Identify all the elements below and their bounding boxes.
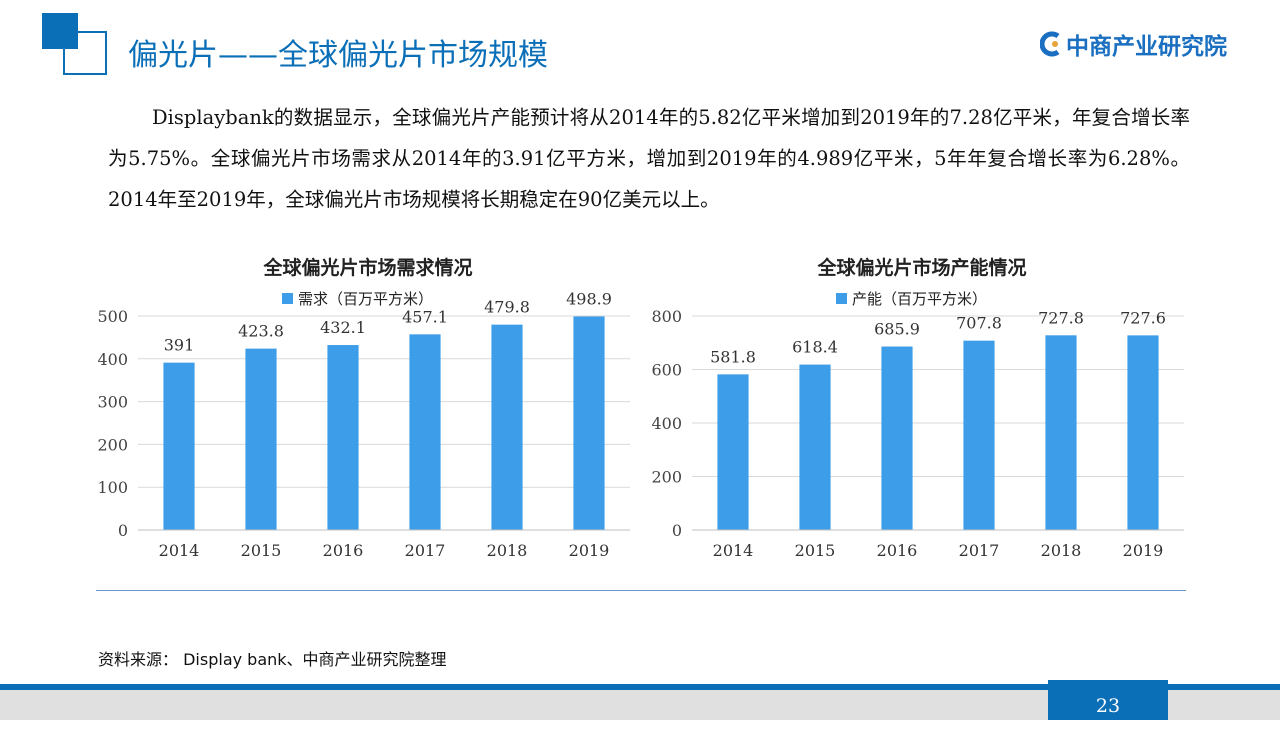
x-tick-label: 2018	[487, 541, 528, 560]
bar	[163, 362, 195, 530]
data-label: 391	[164, 336, 195, 355]
y-tick-label: 600	[652, 361, 682, 380]
x-tick-label: 2015	[241, 541, 282, 560]
page-title: 偏光片——全球偏光片市场规模	[128, 38, 548, 73]
y-tick-label: 400	[652, 414, 682, 433]
source-note: 资料来源： Display bank、中商产业研究院整理	[98, 646, 447, 670]
capacity-chart: 全球偏光片市场产能情况 0 200 400 600 800 581.8 2014 618.4 20…	[652, 248, 1192, 578]
data-label: 423.8	[238, 322, 284, 341]
bar	[491, 324, 523, 530]
bar	[1127, 335, 1159, 530]
x-tick-label: 2015	[795, 541, 836, 560]
legend-label: 需求（百万平方米）	[298, 290, 433, 308]
brand-logo: 中商产业研究院	[1040, 28, 1227, 60]
data-label: 618.4	[792, 338, 838, 357]
y-tick-label: 0	[118, 521, 128, 540]
bar	[717, 374, 749, 530]
x-tick-label: 2014	[713, 541, 754, 560]
y-tick-label: 800	[652, 307, 682, 326]
data-label: 727.6	[1120, 308, 1166, 327]
data-label: 685.9	[874, 320, 920, 339]
y-tick-label: 200	[652, 468, 682, 487]
y-tick-label: 300	[98, 393, 128, 412]
bar	[881, 346, 913, 530]
demand-chart-svg: 全球偏光片市场需求情况 0 100 200 300 400 500 391 2014 423.8 2…	[98, 256, 630, 560]
x-tick-label: 2014	[159, 541, 200, 560]
header-decoration-outline	[63, 31, 107, 75]
divider-line	[96, 590, 1186, 591]
demand-chart: 全球偏光片市场需求情况 0 100 200 300 400 500 391 2014 423.8 2…	[98, 248, 638, 578]
data-label: 707.8	[956, 314, 1002, 333]
y-tick-label: 100	[98, 478, 128, 497]
x-tick-label: 2017	[959, 541, 1000, 560]
legend-swatch-icon	[282, 293, 293, 304]
source-text: Display bank、中商产业研究院整理	[183, 650, 447, 669]
chart-title: 全球偏光片市场产能情况	[816, 256, 1026, 279]
data-label: 581.8	[710, 347, 756, 366]
y-tick-label: 500	[98, 307, 128, 326]
x-tick-label: 2016	[323, 541, 364, 560]
x-tick-label: 2019	[569, 541, 610, 560]
x-tick-label: 2018	[1041, 541, 1082, 560]
y-tick-label: 400	[98, 350, 128, 369]
y-tick-label: 200	[98, 435, 128, 454]
logo-text: 中商产业研究院	[1066, 34, 1227, 60]
intro-paragraph: Displaybank的数据显示，全球偏光片产能预计将从2014年的5.82亿平…	[108, 106, 1190, 211]
legend-swatch-icon	[836, 293, 847, 304]
data-label: 479.8	[484, 298, 530, 317]
bar	[409, 334, 441, 530]
y-tick-label: 0	[672, 521, 682, 540]
bar	[245, 348, 277, 530]
chart-title: 全球偏光片市场需求情况	[262, 256, 472, 279]
x-tick-label: 2019	[1123, 541, 1164, 560]
c-logo-icon	[1040, 31, 1060, 57]
bar	[327, 345, 359, 530]
x-tick-label: 2017	[405, 541, 446, 560]
page-number: 23	[1048, 680, 1168, 720]
x-tick-label: 2016	[877, 541, 918, 560]
capacity-chart-svg: 全球偏光片市场产能情况 0 200 400 600 800 581.8 2014 618.4 20…	[652, 256, 1184, 560]
data-label: 727.8	[1038, 308, 1084, 327]
footer-bar	[0, 684, 1280, 690]
legend-label: 产能（百万平方米）	[852, 290, 987, 308]
bar	[963, 340, 995, 530]
bar	[1045, 335, 1077, 530]
bar	[573, 316, 605, 530]
bar	[799, 364, 831, 530]
data-label: 498.9	[566, 289, 612, 308]
data-label: 457.1	[402, 307, 448, 326]
source-label: 资料来源：	[98, 650, 179, 669]
data-label: 432.1	[320, 318, 366, 337]
